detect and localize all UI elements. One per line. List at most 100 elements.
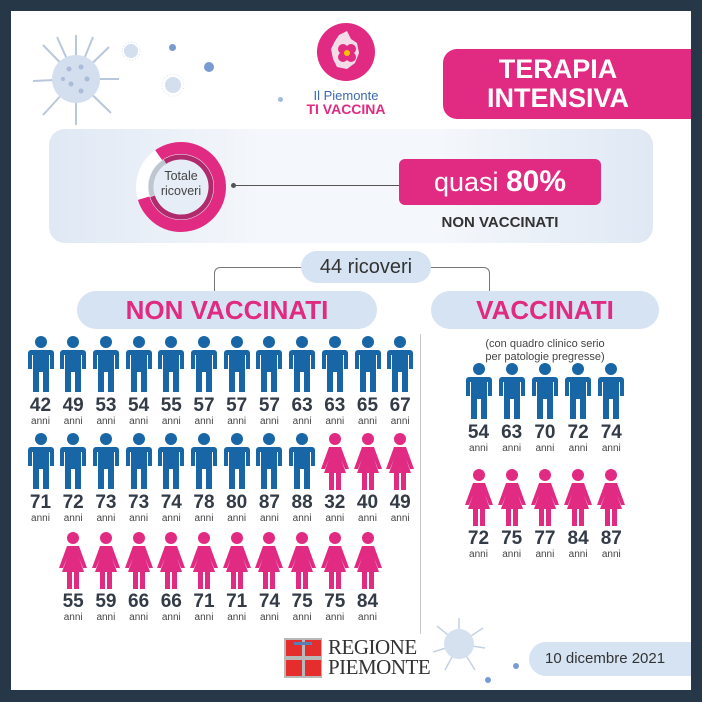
donut-label-line-2: ricoveri (160, 184, 202, 198)
age-unit: anni (194, 513, 214, 524)
age-unit: anni (161, 513, 181, 524)
age-unit: anni (31, 416, 50, 427)
vaccinated-note-line-1: (con quadro clinico serio (485, 338, 605, 350)
age-unit: anni (325, 612, 345, 623)
female-person-icon (353, 433, 382, 490)
piemonte-map-flower-icon (317, 23, 375, 81)
patient-figure: 57 anni (188, 336, 221, 427)
title-line-1: TERAPIA (498, 54, 618, 84)
virus-decoration-icon (432, 618, 486, 671)
patient-age: 66 (128, 591, 150, 612)
age-unit: anni (292, 513, 312, 524)
patient-age: 75 (324, 591, 346, 612)
age-unit: anni (194, 612, 214, 623)
age-unit: anni (325, 416, 345, 427)
age-unit: anni (31, 513, 50, 524)
patient-age: 87 (600, 528, 622, 549)
age-unit: anni (63, 513, 83, 524)
patient-figure: 57 anni (220, 336, 253, 427)
patient-figure: 73 anni (89, 433, 122, 524)
age-unit: anni (259, 416, 279, 427)
patient-figure: 54 anni (122, 336, 155, 427)
patient-age: 55 (160, 395, 182, 416)
patient-age: 49 (62, 395, 84, 416)
age-unit: anni (535, 443, 555, 454)
patient-figure: 55 anni (155, 336, 188, 427)
patient-age: 49 (389, 492, 411, 513)
patient-figure: 42 anni (24, 336, 57, 427)
patient-age: 67 (389, 395, 411, 416)
patient-figure: 74 anni (595, 363, 628, 454)
patient-figure: 74 anni (155, 433, 188, 524)
total-admissions-pill: 44 ricoveri (301, 251, 431, 283)
male-person-icon (223, 433, 250, 489)
male-person-icon (158, 433, 185, 489)
patient-figure: 65 anni (351, 336, 384, 427)
age-unit: anni (63, 416, 83, 427)
age-unit: anni (96, 513, 116, 524)
age-unit: anni (227, 416, 247, 427)
female-person-icon (386, 433, 415, 490)
decorative-dot (513, 663, 519, 669)
age-unit: anni (96, 612, 116, 623)
patient-age: 75 (291, 591, 313, 612)
male-person-icon (92, 433, 119, 489)
logo-line-1: Il Piemonte (313, 88, 379, 103)
female-person-icon (564, 469, 593, 526)
female-person-icon (157, 532, 186, 589)
patient-age: 63 (324, 395, 346, 416)
percentage-subtitle: NON VACCINATI (441, 214, 559, 231)
patient-figure: 87 anni (595, 469, 628, 560)
patient-figure: 71 anni (220, 532, 253, 623)
age-unit: anni (390, 416, 410, 427)
age-unit: anni (390, 513, 410, 524)
male-person-icon (531, 363, 558, 419)
patient-figure: 78 anni (188, 433, 221, 524)
column-divider (420, 334, 421, 634)
patient-figure: 80 anni (220, 433, 253, 524)
female-person-icon (222, 532, 251, 589)
female-person-icon (91, 532, 120, 589)
decorative-dot (278, 97, 283, 102)
male-person-icon (321, 336, 348, 392)
patient-age: 59 (95, 591, 117, 612)
decorative-dot (485, 677, 491, 683)
patient-age: 72 (567, 422, 589, 443)
patient-age: 72 (467, 528, 490, 549)
patient-age: 70 (534, 422, 556, 443)
age-unit: anni (469, 443, 488, 454)
age-unit: anni (227, 513, 247, 524)
infographic-card: Il Piemonte TI VACCINA TERAPIA INTENSIVA… (11, 11, 691, 690)
patient-age: 71 (29, 492, 52, 513)
patient-age: 74 (258, 591, 280, 612)
age-unit: anni (96, 416, 116, 427)
patient-age: 66 (160, 591, 182, 612)
patient-age: 63 (501, 422, 523, 443)
patient-age: 73 (95, 492, 117, 513)
age-unit: anni (535, 549, 555, 560)
title-line-2: INTENSIVA (486, 83, 629, 113)
patient-age: 74 (600, 422, 622, 443)
male-person-icon (191, 336, 217, 392)
patient-age: 54 (128, 395, 150, 416)
patient-figure: 87 anni (253, 433, 286, 524)
patient-figure: 75 anni (286, 532, 319, 623)
patient-figure: 72 anni (57, 433, 90, 524)
age-unit: anni (502, 549, 522, 560)
female-person-icon (320, 532, 349, 589)
regione-line-2: PIEMONTE (328, 655, 431, 679)
vaccinated-note: (con quadro clinico serio per patologie … (431, 338, 659, 364)
patient-figure: 66 anni (155, 532, 188, 623)
piemonte-ti-vaccina-logo: Il Piemonte TI VACCINA (291, 23, 401, 117)
patient-figure: 32 anni (318, 433, 351, 524)
patient-figure: 40 anni (351, 433, 384, 524)
patient-age: 73 (128, 492, 150, 513)
female-person-icon (288, 532, 317, 589)
male-person-icon (92, 336, 119, 392)
male-person-icon (125, 336, 152, 392)
male-person-icon (387, 336, 414, 392)
male-person-icon (256, 336, 283, 392)
percentage-badge: quasi 80% (399, 159, 601, 205)
date-badge: 10 dicembre 2021 (529, 642, 691, 676)
vaccinated-header: VACCINATI (431, 291, 659, 329)
